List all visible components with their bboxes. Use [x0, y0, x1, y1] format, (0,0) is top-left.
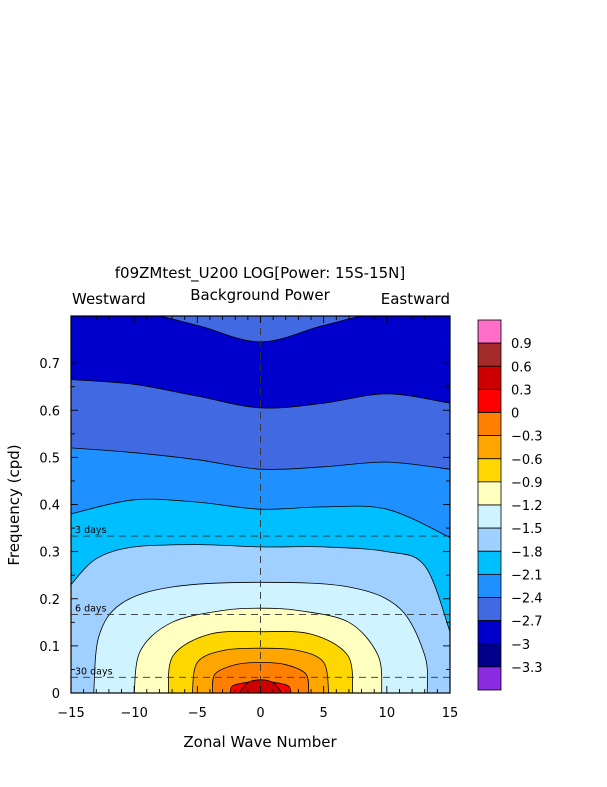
colorbar-swatch-12: [477, 597, 502, 622]
contour-line--2.4: [71, 379, 450, 409]
colorbar-swatch-7: [477, 481, 502, 506]
colorbar-swatch-10: [477, 550, 502, 575]
contour-line--2.1: [71, 447, 450, 470]
period-label-1: 6 days: [75, 603, 107, 614]
eastward-label: Eastward: [381, 290, 450, 308]
colorbar-swatch-1: [477, 342, 502, 367]
period-label-2: 30 days: [75, 666, 113, 677]
axes: −15 −10 −5 0 5 10 15 0 0.1 0.2 0.3 0.4 0.5 0.6 0.7: [39, 315, 459, 721]
y-tick-label: 0.6: [39, 404, 60, 419]
y-tick-label: 0: [52, 687, 60, 702]
colorbar-swatch-13: [477, 620, 502, 645]
colorbar-label-5: −0.6: [511, 453, 543, 468]
colorbar-swatch-6: [477, 458, 502, 483]
y-tick-label: 0.1: [39, 640, 60, 655]
chart-subtitle: Background Power: [190, 286, 330, 304]
colorbar-swatch-9: [477, 527, 502, 552]
westward-label: Westward: [72, 290, 146, 308]
x-tick-label: −5: [188, 706, 207, 721]
colorbar-label-7: −1.2: [511, 499, 543, 514]
colorbar-label-6: −0.9: [511, 476, 543, 491]
x-tick-label: −15: [57, 706, 84, 721]
period-lines: 3 days 6 days 30 days: [71, 316, 450, 693]
colorbar-label-12: −2.7: [511, 615, 543, 630]
x-tick-label: 10: [379, 706, 396, 721]
colorbar-swatch-3: [477, 388, 502, 413]
x-tick-label: 0: [256, 706, 264, 721]
x-tick-label: −10: [120, 706, 147, 721]
chart-title: f09ZMtest_U200 LOG[Power: 15S-15N]: [115, 264, 405, 283]
colorbar-swatch-14: [477, 643, 502, 668]
y-tick-label: 0.5: [39, 451, 60, 466]
colorbar-swatch-11: [477, 573, 502, 598]
y-tick-label: 0.3: [39, 546, 60, 561]
colorbar-label-0: 0.9: [511, 337, 532, 352]
colorbar-swatch-4: [477, 412, 502, 437]
colorbar-label-4: −0.3: [511, 430, 543, 445]
colorbar-swatch-0: [477, 319, 502, 344]
x-axis-label: Zonal Wave Number: [183, 733, 337, 751]
colorbar-label-10: −2.1: [511, 568, 543, 583]
colorbar-label-13: −3: [511, 638, 530, 653]
colorbar-label-3: 0: [511, 407, 519, 422]
colorbar-swatch-15: [477, 666, 502, 691]
x-tick-label: 15: [442, 706, 459, 721]
y-tick-label: 0.7: [39, 357, 60, 372]
y-tick-label: 0.4: [39, 499, 60, 514]
colorbar-label-14: −3.3: [511, 661, 543, 676]
period-label-0: 3 days: [75, 525, 107, 536]
colorbar-label-11: −2.4: [511, 592, 543, 607]
x-tick-label: 5: [320, 706, 328, 721]
colorbar-swatch-8: [477, 504, 502, 529]
colorbar-label-1: 0.6: [511, 360, 532, 375]
y-axis-label: Frequency (cpd): [5, 444, 23, 565]
colorbar-swatch-2: [477, 365, 502, 390]
colorbar-label-2: 0.3: [511, 383, 532, 398]
colorbar: 0.9 0.6 0.3 0 −0.3 −0.6 −0.9 −1.2 −1.5 −1.8 −2.1 −2…: [477, 319, 543, 691]
y-tick-label: 0.2: [39, 593, 60, 608]
colorbar-label-8: −1.5: [511, 522, 543, 537]
colorbar-label-9: −1.8: [511, 545, 543, 560]
colorbar-swatch-5: [477, 435, 502, 460]
